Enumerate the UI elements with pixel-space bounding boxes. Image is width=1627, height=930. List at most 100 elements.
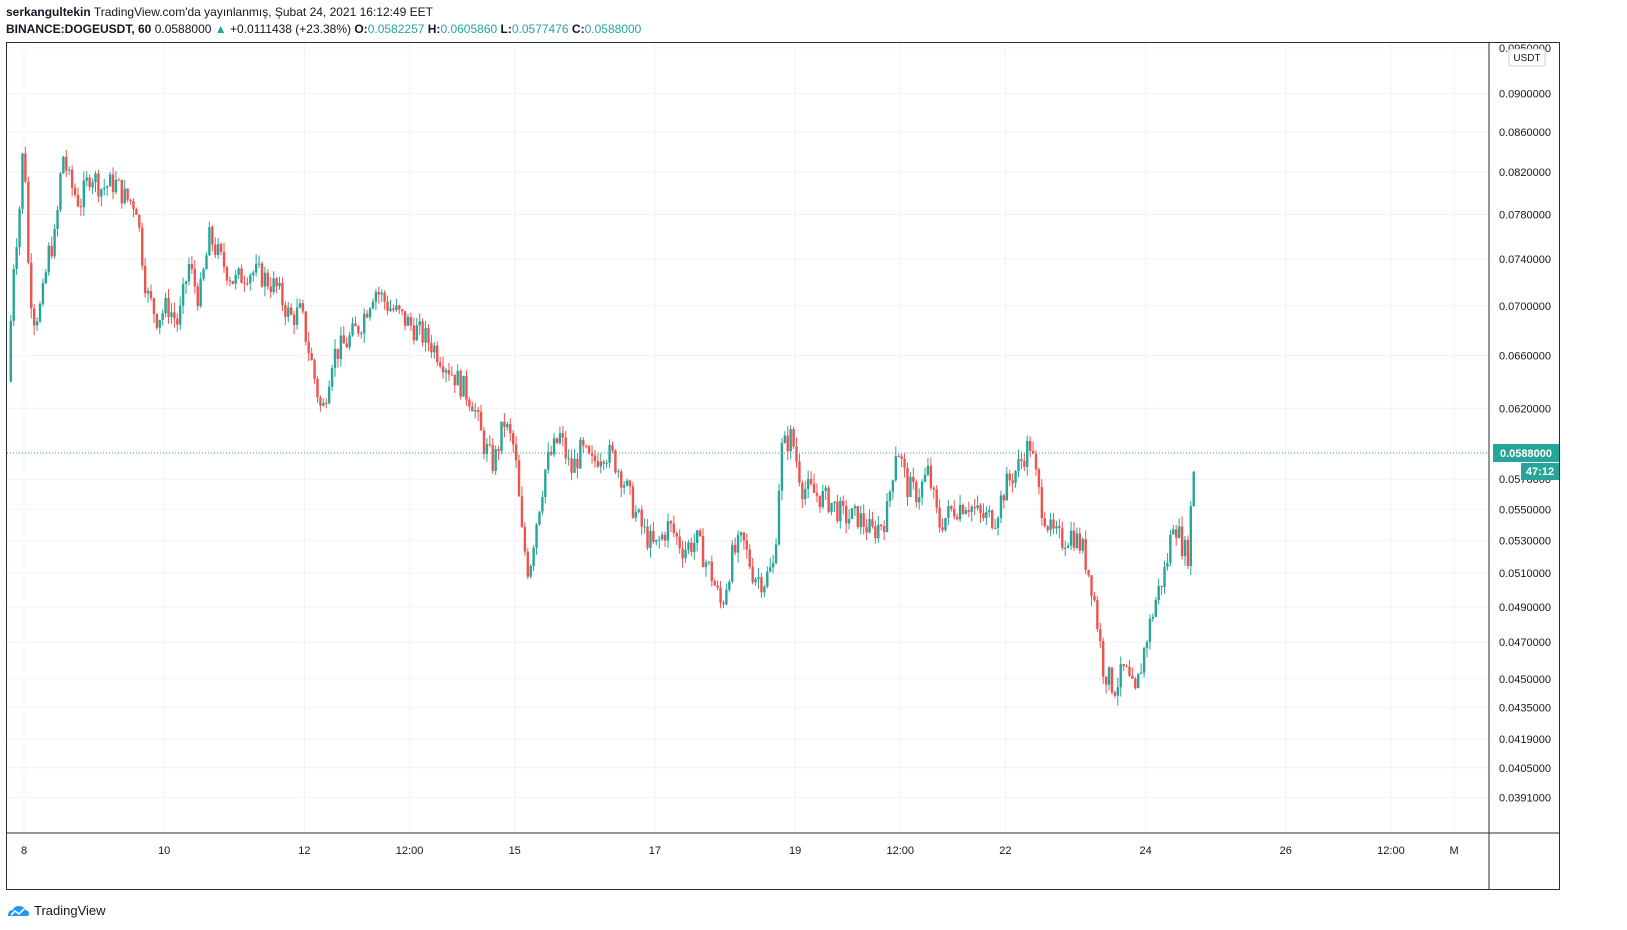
chart-frame[interactable]: 0.09500000.09000000.08600000.08200000.07… xyxy=(6,42,1560,890)
candle-down xyxy=(132,201,135,210)
candle-up xyxy=(462,375,465,397)
candle-down xyxy=(1011,480,1014,484)
candle-down xyxy=(1061,528,1064,548)
candle-down xyxy=(1096,600,1099,630)
candle-down xyxy=(675,533,678,537)
candle-down xyxy=(602,461,605,464)
candle-up xyxy=(579,439,582,469)
candle-up xyxy=(500,421,503,452)
candle-up xyxy=(976,505,979,509)
candle-down xyxy=(1087,569,1090,576)
candle-up xyxy=(181,284,185,306)
candle-down xyxy=(698,530,702,537)
candle-down xyxy=(710,561,713,582)
candle-up xyxy=(1192,471,1195,507)
candle-up xyxy=(85,177,88,181)
price-chart[interactable]: 0.09500000.09000000.08600000.08200000.07… xyxy=(7,43,1559,889)
candle-down xyxy=(453,374,456,386)
candle-down xyxy=(628,480,632,487)
price-tick-label: 0.0435000 xyxy=(1499,702,1551,714)
candle-up xyxy=(660,534,664,540)
candle-up xyxy=(415,325,418,341)
candle-down xyxy=(509,423,512,434)
candle-up xyxy=(1069,530,1073,546)
candle-up xyxy=(44,272,48,284)
candle-up xyxy=(380,292,383,295)
candle-up xyxy=(339,335,343,359)
candle-down xyxy=(117,179,121,181)
candle-up xyxy=(923,474,927,482)
candle-down xyxy=(1040,487,1044,519)
candle-down xyxy=(1180,526,1184,557)
candle-down xyxy=(564,437,567,459)
candle-down xyxy=(65,156,68,171)
candle-up xyxy=(272,278,275,292)
candle-up xyxy=(322,403,325,406)
candle-down xyxy=(386,301,389,311)
candle-up xyxy=(693,542,696,553)
candle-up xyxy=(62,156,65,174)
candle-down xyxy=(979,505,982,513)
candle-down xyxy=(260,263,264,287)
currency-label: USDT xyxy=(1513,53,1540,64)
time-tick-label: 22 xyxy=(999,845,1011,857)
candle-up xyxy=(1075,533,1079,548)
candle-down xyxy=(167,298,170,317)
candle-down xyxy=(549,451,553,455)
time-tick-label: 12 xyxy=(298,845,310,857)
candle-down xyxy=(646,526,649,548)
candle-up xyxy=(643,526,646,528)
candle-up xyxy=(444,370,448,373)
candle-down xyxy=(760,577,763,593)
candle-up xyxy=(199,279,202,307)
time-tick-label: 12:00 xyxy=(886,845,914,857)
low-value: 0.0577476 xyxy=(511,22,569,36)
candle-up xyxy=(535,524,538,548)
candle-up xyxy=(847,518,851,524)
tradingview-logo-icon xyxy=(8,905,29,916)
candle-down xyxy=(398,305,401,310)
candle-up xyxy=(538,511,541,525)
candle-up xyxy=(53,228,56,257)
price-tick-label: 0.0530000 xyxy=(1499,536,1551,548)
candle-up xyxy=(634,511,638,518)
candle-down xyxy=(593,455,597,461)
candle-down xyxy=(400,309,404,312)
candle-up xyxy=(917,497,921,503)
candle-up xyxy=(1066,545,1070,548)
candle-up xyxy=(944,517,947,531)
publish-info: serkangultekin TradingView.com'da yayınl… xyxy=(6,5,433,19)
candle-down xyxy=(587,446,591,454)
candle-up xyxy=(1163,566,1166,587)
candle-up xyxy=(12,269,15,321)
candle-down xyxy=(383,292,386,302)
candle-up xyxy=(547,451,550,470)
candle-down xyxy=(792,429,795,447)
candle-down xyxy=(1186,539,1190,566)
candle-down xyxy=(292,314,296,325)
candle-down xyxy=(193,268,197,287)
candle-down xyxy=(70,169,74,188)
candle-up xyxy=(567,458,570,460)
candle-down xyxy=(897,456,900,458)
candle-down xyxy=(138,214,141,228)
candle-down xyxy=(514,444,518,461)
candle-down xyxy=(1058,526,1061,529)
countdown-badge xyxy=(1521,462,1559,480)
candle-down xyxy=(1046,526,1049,531)
candle-down xyxy=(1134,678,1137,689)
candle-down xyxy=(409,317,413,326)
candle-up xyxy=(1116,687,1119,696)
candle-down xyxy=(818,495,822,508)
candle-down xyxy=(111,174,115,193)
candle-up xyxy=(263,272,267,287)
candle-down xyxy=(438,362,442,367)
candle-down xyxy=(1125,666,1128,668)
candle-up xyxy=(1166,562,1169,567)
candle-down xyxy=(196,286,199,307)
candle-down xyxy=(844,505,848,524)
last-price-label: 0.0588000 xyxy=(1500,448,1552,460)
candle-up xyxy=(1148,618,1152,643)
candle-down xyxy=(284,305,287,317)
time-tick-label: 12:00 xyxy=(1377,845,1405,857)
